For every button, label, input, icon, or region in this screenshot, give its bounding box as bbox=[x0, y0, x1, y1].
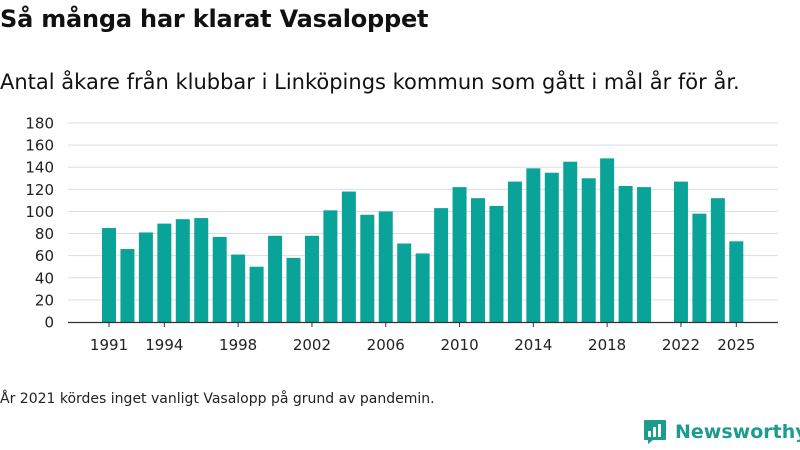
bar-2003 bbox=[323, 210, 338, 322]
bar-2020 bbox=[637, 187, 652, 322]
bar-2014 bbox=[526, 168, 541, 322]
y-tick-label: 120 bbox=[25, 181, 54, 199]
y-tick-label: 40 bbox=[35, 269, 54, 287]
bar-2008 bbox=[415, 253, 430, 322]
chart-title: Så många har klarat Vasaloppet bbox=[0, 5, 429, 33]
bar-2023 bbox=[692, 213, 707, 322]
y-tick-label: 80 bbox=[35, 225, 54, 243]
bar-1992 bbox=[120, 249, 135, 322]
bar-2012 bbox=[489, 205, 504, 322]
y-tick-label: 0 bbox=[44, 314, 54, 332]
bar-1998 bbox=[231, 254, 246, 322]
bar-2018 bbox=[600, 158, 615, 322]
y-axis-ticks: 0 20 40 60 80 100 120 140 160 180 bbox=[25, 115, 54, 332]
x-tick-label: 2022 bbox=[662, 336, 700, 354]
bar-2004 bbox=[341, 191, 356, 322]
bar-2015 bbox=[544, 172, 559, 322]
y-tick-label: 180 bbox=[25, 115, 54, 133]
bar-2024 bbox=[710, 198, 725, 322]
x-tick-label: 2014 bbox=[514, 336, 552, 354]
bar-1995 bbox=[175, 219, 190, 322]
y-tick-label: 20 bbox=[35, 291, 54, 309]
bar-1993 bbox=[138, 232, 153, 322]
bar-2017 bbox=[581, 178, 596, 322]
bar-2007 bbox=[397, 243, 412, 322]
bar-2011 bbox=[471, 198, 485, 322]
bar-2019 bbox=[618, 186, 633, 322]
bar-2000 bbox=[268, 235, 283, 322]
x-tick-label: 2018 bbox=[588, 336, 626, 354]
bar-2006 bbox=[378, 211, 393, 322]
x-tick-label: 2006 bbox=[367, 336, 405, 354]
y-tick-label: 60 bbox=[35, 247, 54, 265]
bar-2005 bbox=[360, 214, 375, 322]
bar-2025 bbox=[729, 241, 744, 322]
bar-1997 bbox=[212, 236, 227, 322]
x-tick-label: 2025 bbox=[717, 336, 755, 354]
y-tick-label: 100 bbox=[25, 203, 54, 221]
bar-1991 bbox=[102, 228, 116, 322]
bar-chart: 0 20 40 60 80 100 120 140 160 180 1991 1994 1998 200… bbox=[25, 115, 778, 354]
x-tick-label: 1991 bbox=[90, 336, 128, 354]
x-tick-label: 2002 bbox=[293, 336, 331, 354]
bar-2013 bbox=[507, 181, 522, 322]
bar-2001 bbox=[286, 257, 301, 322]
newsworthy-logo-icon bbox=[644, 420, 666, 444]
brand-name: Newsworthy bbox=[675, 421, 800, 443]
y-tick-label: 140 bbox=[25, 159, 54, 177]
bar-2009 bbox=[434, 208, 449, 322]
bar-1999 bbox=[249, 266, 264, 322]
bar-1996 bbox=[194, 218, 209, 322]
bars bbox=[102, 158, 744, 322]
y-tick-label: 160 bbox=[25, 137, 54, 155]
x-tick-label: 2010 bbox=[440, 336, 478, 354]
chart-subtitle: Antal åkare från klubbar i Linköpings ko… bbox=[0, 70, 740, 94]
bar-1994 bbox=[157, 223, 172, 322]
bar-2022 bbox=[673, 181, 688, 322]
x-axis-ticks: 1991 1994 1998 2002 2006 2010 2014 2018 2022 2025 bbox=[68, 321, 778, 354]
bar-2002 bbox=[304, 235, 319, 322]
bar-2016 bbox=[563, 161, 578, 322]
bar-2010 bbox=[452, 187, 467, 322]
footnote: År 2021 kördes inget vanligt Vasalopp på… bbox=[0, 391, 435, 407]
x-tick-label: 1994 bbox=[145, 336, 183, 354]
brand-logo: Newsworthy bbox=[643, 419, 800, 445]
x-tick-label: 1998 bbox=[219, 336, 257, 354]
